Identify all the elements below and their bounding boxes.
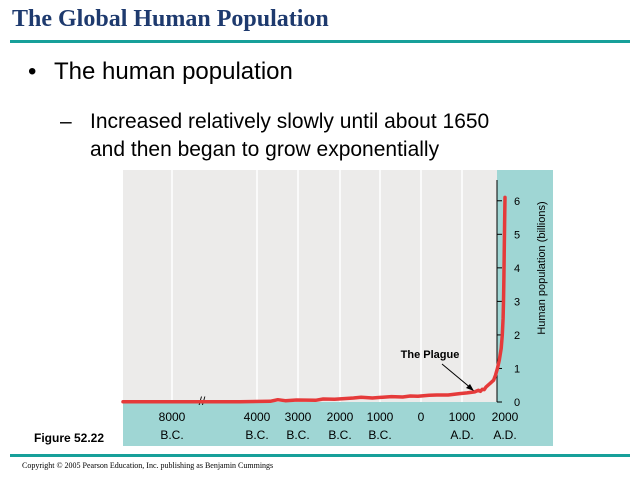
x-tick-label-bottom: B.C. [328,428,351,442]
slide-title: The Global Human Population [12,6,329,32]
plague-annotation: The Plague [401,349,460,361]
x-tick-label-top: 2000 [327,410,354,424]
x-tick-label-bottom: B.C. [160,428,183,442]
x-tick-label-bottom: B.C. [245,428,268,442]
x-tick-label-top: 0 [418,410,425,424]
x-tick-label-top: 2000 [492,410,519,424]
y-axis-label: Human population (billions) [536,201,548,334]
x-tick-label-bottom: A.D. [450,428,473,442]
plague-arrowhead [466,384,474,391]
x-tick-label-bottom: B.C. [286,428,309,442]
y-tick-label: 2 [514,330,520,342]
copyright-text: Copyright © 2005 Pearson Education, Inc.… [22,461,274,470]
x-tick-label-top: 8000 [159,410,186,424]
x-tick-label-top: 1000 [449,410,476,424]
x-tick-label-top: 3000 [285,410,312,424]
population-line [121,195,507,404]
figure-label: Figure 52.22 [34,431,105,445]
plague-pointer [441,363,473,390]
y-tick-label: 0 [514,397,520,409]
y-tick-label: 1 [514,363,520,375]
sub-bullet-line-1: Increased relatively slowly until about … [90,110,490,133]
bullet-text: The human population [54,58,293,85]
y-tick-label: 5 [514,229,520,241]
x-tick-label-bottom: A.D. [493,428,516,442]
title-rule [10,40,630,43]
sub-bullet-line-2: and then began to grow exponentially [90,138,440,161]
plot-area [123,170,497,402]
footer-rule [10,454,630,457]
x-tick-label-bottom: B.C. [368,428,391,442]
bullet-marker: • [28,58,37,85]
y-tick-label: 3 [514,296,520,308]
x-tick-label-top: 4000 [244,410,271,424]
sub-bullet-text: Increased relatively slowly until about … [90,108,489,164]
sub-bullet-marker: – [60,110,72,133]
y-tick-label: 4 [514,263,520,275]
x-tick-label-top: 1000 [367,410,394,424]
y-tick-label: 6 [514,196,520,208]
